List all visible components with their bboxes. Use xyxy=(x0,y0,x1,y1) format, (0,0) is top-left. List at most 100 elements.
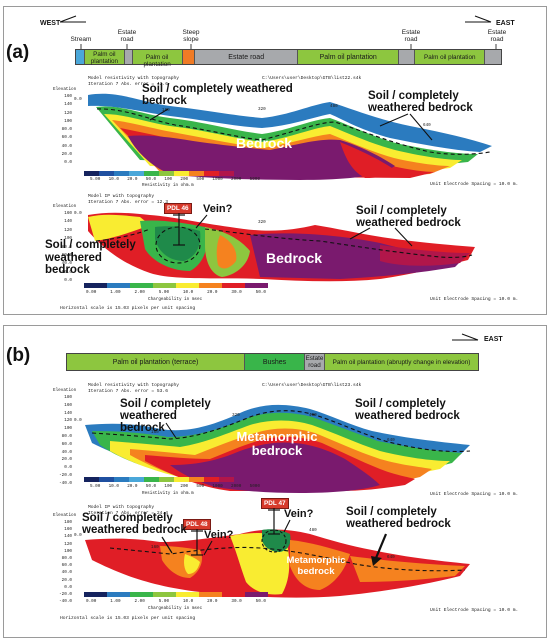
ip-a-dist-320: 320 xyxy=(258,220,266,225)
ip-b-title: Model IP with topography Iteration 7 Abs… xyxy=(88,505,168,516)
ip-b-dist-160: 160 xyxy=(151,545,159,550)
pdl-46-label: PDL 46 xyxy=(164,203,192,214)
res-b-dist-480: 480 xyxy=(309,413,317,418)
pdl-48-marker-icon xyxy=(191,529,203,556)
ip-b-colorbar xyxy=(84,592,268,597)
seg-palm-2: Palm oil plantation xyxy=(132,50,183,68)
label-estate-road-1: Estate road xyxy=(117,29,137,44)
vein-a-label: Vein? xyxy=(203,203,233,215)
ip-b-arrows xyxy=(161,519,388,566)
ip-a-title: Model IP with topography Iteration 7 Abs… xyxy=(88,194,168,205)
east-label: EAST xyxy=(496,20,515,27)
seg-palm-1: Palm oil plantation xyxy=(84,50,125,65)
pdl-46-marker-icon xyxy=(173,213,185,246)
res-a-yaxis: 160 140 120 100 80.0 60.0 40.0 20.0 0.0 xyxy=(61,94,72,166)
land-use-strip-a: Palm oil plantation Palm oil plantation … xyxy=(75,49,502,68)
res-b-soil-left: Soil / completely weathered bedrock xyxy=(120,398,211,434)
res-b-colorbar xyxy=(84,477,249,482)
seg-palm-3: Palm oil plantation xyxy=(297,50,400,64)
seg-palm-4: Palm oil plantation xyxy=(415,50,486,64)
seg-estate-road-1 xyxy=(124,50,133,64)
res-a-colorbar xyxy=(84,171,249,176)
east-label-b: EAST xyxy=(484,336,503,343)
res-a-dist-480: 480 xyxy=(330,104,338,109)
ip-b-dist-0: 0.0 xyxy=(74,533,82,538)
res-a-soil-arrows xyxy=(149,108,433,141)
ip-a-yaxis: 160 140 120 100 80.0 60.0 40.0 20.0 0.0 xyxy=(61,211,72,284)
res-b-spacing: Unit Electrode Spacing = 10.0 m. xyxy=(430,492,519,497)
res-b-title: Model resistivity with topography Iterat… xyxy=(88,383,179,394)
res-b-yaxis: 180 160 140 120 100 80.0 60.0 40.0 20.0 … xyxy=(59,395,72,486)
res-a-spacing: Unit Electrode Spacing = 10.0 m. xyxy=(430,182,519,187)
west-arrow-icon xyxy=(59,15,86,23)
res-a-dist-640: 640 xyxy=(423,123,431,128)
pdl-47-label: PDL 47 xyxy=(261,498,289,509)
ip-b-soil-left: Soil / completely weathered bedrock xyxy=(82,512,187,536)
vein-b1-label: Vein? xyxy=(204,529,234,541)
res-a-bedrock: Bedrock xyxy=(236,135,293,151)
ip-a-soil-left: Soil / completely weathered bedrock xyxy=(45,239,136,276)
res-b-soil-arrows xyxy=(165,422,177,439)
resistivity-section-a xyxy=(88,93,492,180)
ip-a-bedrock: Bedrock xyxy=(266,250,323,266)
ip-a-soil-right: Soil / completely weathered bedrock xyxy=(356,205,461,229)
ip-b-yaxis: 180 160 140 120 100 80.0 60.0 40.0 20.0 … xyxy=(59,520,72,605)
res-b-dist-160: 160 xyxy=(151,430,159,435)
res-b-path: C:\Users\user\Desktop\GTB\list23.s4k xyxy=(262,383,362,388)
ip-a-scale-title: Chargeability in msec xyxy=(148,297,203,302)
res-a-path: C:\Users\user\Desktop\GTB\list22.s4k xyxy=(262,76,362,81)
seg-estate-road-3 xyxy=(399,50,416,64)
ip-b-dist-640: 640 xyxy=(387,555,395,560)
ip-a-elev: Elevation xyxy=(53,204,77,209)
seg-stream xyxy=(76,50,85,64)
ip-b-spacing: Unit Electrode Spacing = 10.0 m. xyxy=(430,608,519,613)
ip-b-elev: Elevation xyxy=(53,513,77,518)
ip-b-scale-ticks: 0.00 1.00 2.00 5.00 10.0 20.0 30.0 50.0 xyxy=(86,599,266,604)
res-b-scale-ticks: 5.00 10.0 20.0 50.0 100 200 500 1000 2000 5000 xyxy=(90,484,260,489)
seg-bushes: Bushes xyxy=(245,354,305,370)
seg-steep-slope xyxy=(182,50,196,64)
ip-a-spacing: Unit Electrode Spacing = 10.0 m. xyxy=(430,297,519,302)
ip-a-scale-ticks: 0.00 1.00 2.00 5.00 10.0 20.0 30.0 50.0 xyxy=(86,290,266,295)
res-b-dist-0: 0.0 xyxy=(74,418,82,423)
strip-a-pointers xyxy=(80,44,497,49)
res-b-meta: Metamorphic bedrock xyxy=(236,429,318,458)
res-b-scale-title: Resistivity in ohm.m xyxy=(142,491,194,496)
panel-b-label: (b) xyxy=(6,345,31,366)
seg-estate-road-2: Estate road xyxy=(195,50,298,64)
ip-b-dist-480: 480 xyxy=(309,528,317,533)
east-arrow-b-icon xyxy=(452,333,479,341)
res-a-scale-title: Resistivity in ohm.m xyxy=(142,183,194,188)
land-use-strip-b: Palm oil plantation (terrace) Bushes Est… xyxy=(66,353,479,371)
label-estate-road-4: Estate road xyxy=(487,29,507,44)
res-a-dist-0: 0.0 xyxy=(74,97,82,102)
res-a-elev: Elevation xyxy=(53,87,77,92)
ip-b-scale-title: Chargeability in msec xyxy=(148,606,203,611)
label-estate-road-3: Estate road xyxy=(401,29,421,44)
res-b-elev: Elevation xyxy=(53,388,77,393)
label-stream: Stream xyxy=(70,36,92,43)
res-b-dist-640: 640 xyxy=(387,438,395,443)
ip-section-b xyxy=(85,529,470,598)
res-b-dist-320: 320 xyxy=(232,413,240,418)
res-a-scale-ticks: 5.00 10.0 20.0 50.0 100 200 500 1000 2000 5000 xyxy=(90,177,260,182)
res-a-soil-right: Soil / completely weathered bedrock xyxy=(368,90,473,114)
seg-palm-abrupt: Palm oil plantation (abruptly change in … xyxy=(325,354,478,370)
ip-a-colorbar xyxy=(84,283,268,288)
ip-b-hscale: Horizontal scale is 15.03 pixels per uni… xyxy=(60,616,196,621)
res-b-soil-right: Soil / completely weathered bedrock xyxy=(355,398,460,422)
ip-section-a xyxy=(88,212,475,282)
ip-b-meta: Metamorphic bedrock xyxy=(286,555,346,577)
label-steep-slope: Steep slope xyxy=(182,29,200,44)
west-label: WEST xyxy=(40,20,61,27)
panel-a-label: (a) xyxy=(6,42,30,63)
vein-b2-label: Vein? xyxy=(284,508,314,520)
seg-estate-road-4 xyxy=(485,50,501,64)
res-a-soil-left: Soil / completely weathered bedrock xyxy=(142,83,293,107)
ip-b-soil-right: Soil / completely weathered bedrock xyxy=(346,506,451,530)
ip-a-hscale: Horizontal scale is 15.03 pixels per uni… xyxy=(60,306,196,311)
ip-a-dist-0: 0.0 xyxy=(74,211,82,216)
seg-estate-road-b: Estate road xyxy=(305,354,325,370)
res-a-dist-320: 320 xyxy=(258,107,266,112)
res-a-title: Model resistivity with topography Iterat… xyxy=(88,76,179,87)
